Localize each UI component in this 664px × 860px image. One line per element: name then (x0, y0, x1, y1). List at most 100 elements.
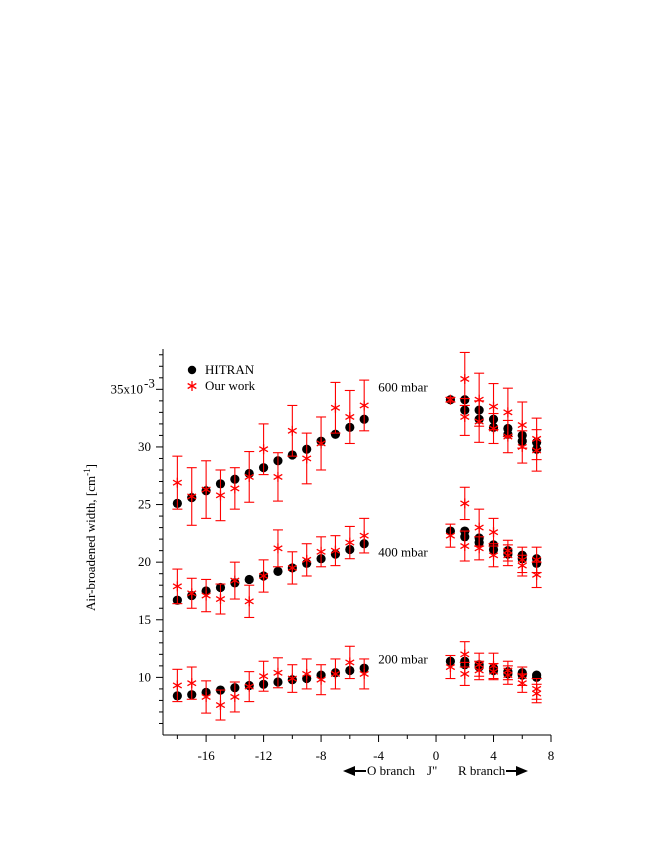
asterisk-stroke (488, 529, 499, 536)
ours-point (215, 700, 226, 711)
ours-point (503, 407, 513, 418)
asterisk-stroke (316, 676, 326, 683)
ours-point (330, 545, 341, 556)
y-axis-label-sup: -1 (82, 468, 92, 476)
asterisk-stroke (345, 539, 355, 546)
ours-point (531, 688, 542, 699)
asterisk-stroke (215, 701, 226, 709)
ours-point (474, 416, 484, 427)
asterisk-stroke (215, 595, 226, 603)
ours-point (503, 431, 513, 442)
asterisk-stroke (230, 485, 240, 492)
ours-point (172, 680, 183, 691)
ours-point (201, 691, 211, 702)
x-annotations: O branch J" R branch (343, 763, 528, 778)
asterisk-stroke (230, 577, 240, 584)
asterisk-stroke (258, 673, 269, 680)
asterisk-stroke (187, 382, 197, 390)
asterisk-stroke (359, 532, 369, 539)
ours-point (345, 657, 355, 668)
ours-point (488, 527, 499, 538)
asterisk-stroke (287, 427, 297, 434)
ours-point (273, 667, 283, 678)
ours-point (359, 530, 369, 541)
pressure-group: 400 mbar (172, 486, 542, 619)
ours-point (201, 484, 211, 495)
asterisk-stroke (474, 545, 484, 552)
asterisk-stroke (445, 396, 456, 403)
axes: -16 -12 -8 -4 0 4 8 10 15 20 25 30 35x10 -3 (111, 349, 554, 763)
pressure-label: 200 mbar (378, 652, 428, 667)
ours-point (445, 530, 456, 541)
asterisk-stroke (287, 675, 297, 682)
ours-point (215, 490, 226, 501)
asterisk-stroke (531, 690, 542, 697)
asterisk-stroke (445, 532, 456, 539)
ours-point (273, 543, 283, 554)
asterisk-stroke (531, 571, 542, 578)
y-tick-label: 35x10 (111, 381, 144, 396)
ours-point (302, 554, 312, 565)
legend-ours-label: Our work (205, 378, 256, 393)
pressure-label: 600 mbar (378, 380, 428, 395)
x-tick-label: -12 (255, 748, 272, 763)
ours-point (302, 453, 312, 464)
ours-point (330, 402, 341, 413)
asterisk-stroke (474, 667, 484, 674)
ours-point (215, 594, 226, 605)
asterisk-stroke (474, 524, 484, 531)
ours-point (316, 674, 326, 685)
ours-point (230, 575, 240, 586)
ours-point (244, 681, 254, 692)
r-branch-label: R branch (458, 763, 506, 778)
asterisk-stroke (172, 682, 183, 689)
legend: HITRAN Our work (187, 362, 256, 393)
legend-ours-marker (187, 381, 197, 391)
legend-hitran-label: HITRAN (205, 362, 255, 377)
ours-point (345, 411, 355, 422)
pressure-label: 400 mbar (378, 544, 428, 559)
asterisk-stroke (316, 440, 326, 447)
asterisk-stroke (201, 592, 211, 599)
ours-point (244, 596, 254, 607)
asterisk-stroke (517, 443, 527, 451)
asterisk-stroke (244, 473, 254, 480)
asterisk-stroke (187, 680, 197, 687)
ours-point (302, 668, 312, 679)
asterisk-stroke (460, 375, 470, 383)
asterisk-stroke (201, 693, 211, 701)
ours-point (359, 668, 369, 679)
ours-point (531, 445, 542, 456)
ours-point (460, 649, 470, 660)
y-tick-label: 20 (138, 554, 151, 569)
asterisk-stroke (460, 542, 470, 550)
ours-point (172, 581, 183, 592)
x-ticks: -16 -12 -8 -4 0 4 8 (176, 735, 554, 763)
asterisk-stroke (172, 479, 183, 486)
ours-point (345, 537, 355, 548)
asterisk-stroke (503, 409, 513, 416)
asterisk-stroke (359, 670, 369, 677)
ours-point (187, 678, 197, 689)
asterisk-stroke (517, 680, 527, 687)
asterisk-stroke (503, 552, 513, 559)
y-tick-label: 15 (138, 612, 151, 627)
y-axis-label-main: Air-broadened width, [cm (83, 476, 98, 611)
asterisk-stroke (302, 670, 312, 677)
asterisk-stroke (244, 683, 254, 690)
asterisk-stroke (273, 669, 283, 676)
o-branch-label: O branch (367, 763, 416, 778)
ours-point (460, 668, 470, 679)
legend-ours-asterisk (187, 381, 197, 391)
ours-point (488, 423, 499, 434)
ours-point (244, 471, 254, 482)
ours-point (503, 670, 513, 681)
asterisk-stroke (488, 552, 499, 559)
x-tick-label: -4 (373, 748, 384, 763)
asterisk-stroke (244, 598, 254, 605)
ours-point (287, 425, 297, 436)
r-branch-arrow-head (516, 766, 528, 776)
asterisk-stroke (503, 672, 513, 679)
hitran-point (273, 566, 283, 576)
ours-point (316, 438, 326, 449)
